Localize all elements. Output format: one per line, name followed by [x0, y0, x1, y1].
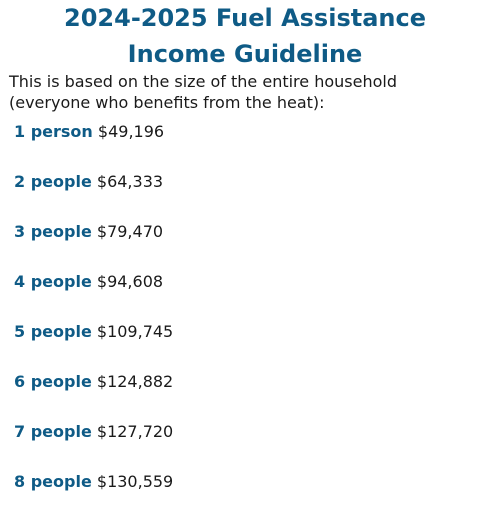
household-size: 3 people: [14, 222, 92, 241]
income-limit: $64,333: [96, 172, 164, 191]
intro-line-1: This is based on the size of the entire …: [9, 72, 397, 91]
intro-line-2: (everyone who benefits from the heat):: [9, 93, 325, 112]
income-limit: $49,196: [97, 122, 165, 141]
household-size: 4 people: [14, 272, 92, 291]
list-item: 7 people $127,720: [14, 421, 173, 471]
income-limit: $127,720: [96, 422, 174, 441]
page-title: 2024-2025 Fuel Assistance Income Guideli…: [0, 0, 490, 72]
household-size: 1 person: [14, 122, 93, 141]
household-size: 5 people: [14, 322, 92, 341]
income-limit: $109,745: [96, 322, 174, 341]
income-limit: $124,882: [96, 372, 174, 391]
household-size: 7 people: [14, 422, 92, 441]
household-size: 2 people: [14, 172, 92, 191]
household-size: 8 people: [14, 472, 92, 491]
income-limit: $130,559: [96, 472, 174, 491]
income-guideline-list: 1 person $49,196 2 people $64,333 3 peop…: [14, 121, 173, 521]
household-size: 6 people: [14, 372, 92, 391]
page-title-line-1: 2024-2025 Fuel Assistance: [64, 4, 426, 32]
income-limit: $79,470: [96, 222, 164, 241]
intro-text: This is based on the size of the entire …: [9, 71, 494, 113]
list-item: 2 people $64,333: [14, 171, 173, 221]
list-item: 8 people $130,559: [14, 471, 173, 521]
list-item: 6 people $124,882: [14, 371, 173, 421]
income-limit: $94,608: [96, 272, 164, 291]
list-item: 4 people $94,608: [14, 271, 173, 321]
page-title-line-2: Income Guideline: [127, 40, 363, 68]
list-item: 3 people $79,470: [14, 221, 173, 271]
list-item: 1 person $49,196: [14, 121, 173, 171]
list-item: 5 people $109,745: [14, 321, 173, 371]
